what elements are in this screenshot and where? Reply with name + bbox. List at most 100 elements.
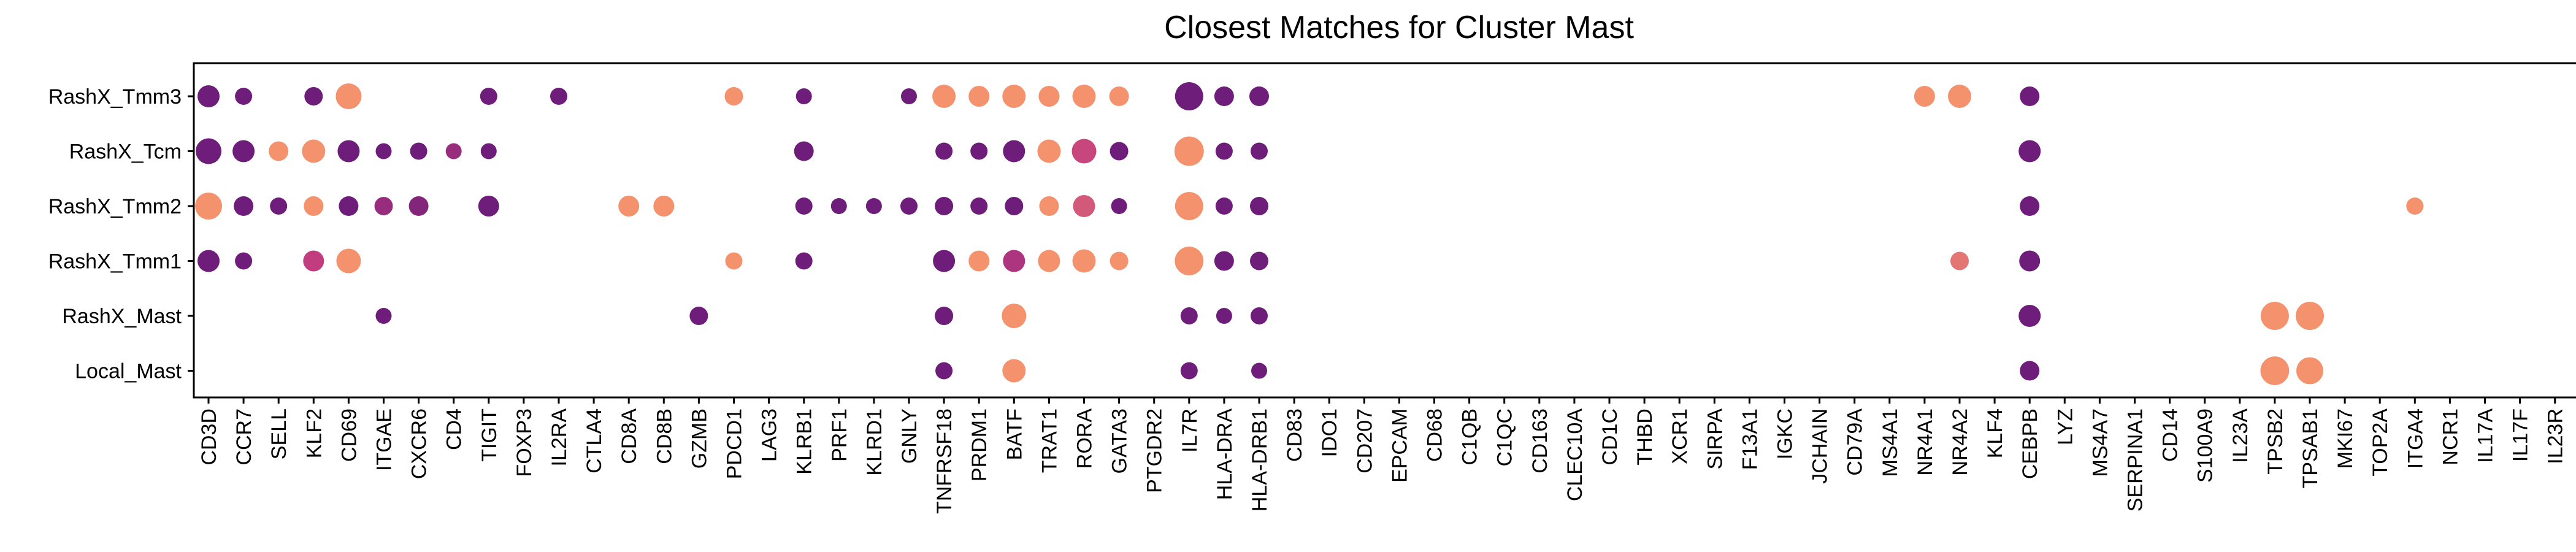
dot-RashX_Tcm-HLA-DRB1 — [1251, 142, 1268, 160]
x-tick-label: CD1C — [1598, 408, 1622, 466]
dot-RashX_Tmm3-PRDM1 — [968, 86, 990, 107]
x-tick-label: CLEC10A — [1563, 408, 1587, 502]
x-tick-label: TNFRSF18 — [933, 408, 956, 514]
dot-Local_Mast-IL7R — [1180, 362, 1198, 380]
dot-RashX_Tmm2-CD3D — [195, 193, 222, 220]
dot-RashX_Tcm-HLA-DRA — [1215, 142, 1233, 160]
x-tick-label: SIRPA — [1703, 408, 1727, 470]
x-tick-label: IL17F — [2509, 408, 2532, 462]
x-tick-label: XCR1 — [1668, 408, 1692, 464]
y-tick-label: Local_Mast — [75, 360, 182, 383]
dot-RashX_Mast-HLA-DRB1 — [1251, 307, 1268, 324]
dot-RashX_Tmm2-KLRB1 — [795, 197, 813, 215]
dot-RashX_Tmm2-CCR7 — [234, 196, 254, 216]
x-tick-label: TPSB2 — [2264, 408, 2287, 475]
x-tick-label: TIGIT — [478, 408, 501, 462]
x-tick-label: NCR1 — [2439, 408, 2462, 466]
dot-RashX_Tcm-IL7R — [1174, 136, 1204, 166]
x-tick-label: THBD — [1633, 408, 1657, 466]
x-tick-label: IL23A — [2229, 408, 2252, 463]
dot-RashX_Tmm3-TRAT1 — [1038, 86, 1060, 107]
y-axis: RashX_Tmm3 RashX_Tcm RashX_Tmm2 RashX_Tmm1 R… — [48, 85, 194, 383]
x-tick-label: EPCAM — [1388, 408, 1411, 483]
x-tick-label: JCHAIN — [1809, 408, 1832, 484]
dot-RashX_Tmm1-CEBPB — [2019, 250, 2041, 272]
dot-RashX_Tcm-ITGAE — [375, 143, 392, 159]
dot-RashX_Tmm2-ITGA4 — [2406, 197, 2424, 215]
x-tick-label: CD207 — [1353, 408, 1376, 473]
dot-RashX_Tcm-CD3D — [196, 138, 221, 164]
x-tick-label: CD4 — [443, 408, 466, 450]
dot-RashX_Tmm2-BATF — [1005, 197, 1024, 215]
dot-RashX_Tcm-TRAT1 — [1037, 139, 1061, 163]
dot-RashX_Tmm1-PDCD1 — [725, 252, 743, 270]
x-tick-label: BATF — [1003, 408, 1026, 460]
x-tick-label: KLF2 — [302, 408, 326, 458]
x-tick-label: CTLA4 — [583, 408, 606, 473]
x-tick-label: C1QB — [1459, 408, 1482, 466]
dot-RashX_Tcm-CCR7 — [232, 140, 255, 163]
x-tick-label: HLA-DRB1 — [1248, 408, 1271, 512]
x-tick-label: ITGAE — [373, 408, 396, 471]
x-tick-label: CD69 — [337, 408, 361, 462]
x-tick-label: CCR7 — [232, 408, 256, 466]
dot-RashX_Tmm3-CEBPB — [2020, 86, 2040, 106]
dot-Local_Mast-HLA-DRB1 — [1251, 362, 1267, 379]
dot-RashX_Tcm-CEBPB — [2018, 140, 2041, 163]
y-tick-label: RashX_Tmm1 — [48, 250, 182, 274]
dot-RashX_Tcm-CXCR6 — [410, 142, 427, 160]
dot-RashX_Tmm2-CEBPB — [2020, 196, 2040, 216]
dot-RashX_Tcm-KLF2 — [302, 139, 326, 163]
x-tick-label: KLRB1 — [793, 408, 816, 475]
dot-RashX_Tmm3-CCR7 — [235, 88, 253, 105]
x-tick-label: NR4A1 — [1914, 408, 1937, 476]
dot-RashX_Tmm3-IL7R — [1175, 82, 1203, 110]
dot-RashX_Mast-IL7R — [1180, 307, 1198, 324]
x-tick-label: MS4A7 — [2088, 408, 2112, 477]
dot-Local_Mast-CEBPB — [2020, 361, 2040, 381]
x-tick-label: KLRD1 — [863, 408, 886, 476]
dot-RashX_Mast-CEBPB — [2018, 305, 2041, 327]
dot-RashX_Tmm3-BATF — [1002, 85, 1026, 108]
plot-frame — [193, 62, 2576, 399]
x-tick-label: C1QC — [1493, 408, 1517, 466]
x-tick-label: PTGDR2 — [1143, 408, 1167, 493]
dot-RashX_Tmm3-HLA-DRB1 — [1249, 86, 1269, 106]
dot-RashX_Tmm3-HLA-DRA — [1214, 86, 1234, 106]
x-tick-label: F13A1 — [1738, 408, 1761, 470]
x-tick-label: CD83 — [1283, 408, 1306, 462]
dot-RashX_Tcm-CD69 — [337, 140, 360, 163]
x-tick-label: SELL — [267, 408, 291, 459]
dot-Local_Mast-BATF — [1002, 359, 1026, 383]
x-tick-label: CEBPB — [2018, 408, 2042, 479]
dot-RashX_Tmm1-GATA3 — [1110, 251, 1129, 270]
x-tick-label: RORA — [1073, 408, 1097, 469]
dot-Local_Mast-TNFRSF18 — [935, 362, 953, 380]
y-tick-label: RashX_Mast — [62, 305, 182, 328]
x-tick-label: CD79A — [1844, 408, 1867, 476]
dot-RashX_Tmm3-GNLY — [901, 88, 917, 104]
x-tick-label: TRAT1 — [1038, 408, 1061, 473]
x-axis: CD3D CCR7 SELL KLF2 CD69 ITGAE CXCR6 CD4 TIGIT FO… — [197, 397, 2567, 514]
dot-RashX_Tmm2-CD69 — [339, 196, 359, 216]
dot-RashX_Mast-BATF — [1002, 304, 1027, 328]
dot-RashX_Tcm-BATF — [1003, 140, 1025, 163]
dots-layer — [195, 82, 2424, 385]
dot-RashX_Tcm-RORA — [1071, 139, 1097, 164]
dot-RashX_Tcm-KLRB1 — [794, 141, 814, 161]
dot-RashX_Tmm2-PRDM1 — [970, 197, 988, 215]
dot-RashX_Mast-TPSAB1 — [2296, 302, 2324, 330]
x-tick-label: NR4A2 — [1949, 408, 1972, 476]
dot-RashX_Tmm1-HLA-DRB1 — [1250, 251, 1268, 270]
dot-RashX_Tmm1-KLRB1 — [795, 252, 813, 270]
dot-RashX_Tmm2-RORA — [1073, 195, 1095, 217]
dot-RashX_Tmm1-CCR7 — [235, 252, 253, 270]
dot-RashX_Tmm3-IL2RA — [550, 88, 567, 105]
dot-RashX_Tcm-CD4 — [445, 143, 462, 159]
dot-RashX_Tmm1-TRAT1 — [1038, 250, 1060, 272]
y-tick-label: RashX_Tcm — [69, 140, 182, 164]
x-tick-label: CD3D — [197, 408, 221, 466]
dot-RashX_Mast-HLA-DRA — [1216, 308, 1232, 324]
dot-RashX_Tmm2-CXCR6 — [408, 196, 429, 216]
dot-RashX_Tmm2-HLA-DRB1 — [1250, 197, 1268, 215]
